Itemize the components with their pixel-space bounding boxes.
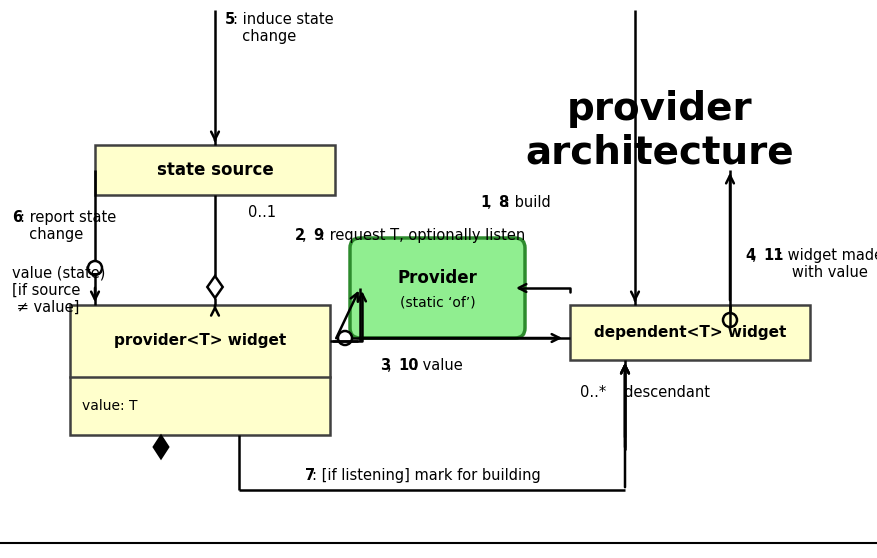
Text: ,: , [302, 228, 311, 243]
Text: ,: , [387, 358, 396, 373]
Text: : build: : build [505, 195, 551, 210]
Text: ,: , [487, 195, 496, 210]
Text: 10: 10 [398, 358, 418, 373]
Text: provider
architecture: provider architecture [525, 90, 795, 172]
Text: 0..1: 0..1 [248, 205, 276, 220]
Text: descendant: descendant [615, 385, 710, 400]
Text: value: T: value: T [82, 399, 138, 413]
Bar [570, 305, 810, 360]
Text: : report state
  change: : report state change [20, 210, 117, 242]
Text: 6: 6 [12, 210, 22, 225]
Text: 9: 9 [313, 228, 323, 243]
Text: Provider: Provider [397, 270, 477, 287]
Text: : induce state
  change: : induce state change [233, 12, 333, 45]
Text: : [if listening] mark for building: : [if listening] mark for building [312, 468, 541, 483]
Bar [70, 305, 330, 435]
Text: dependent<T> widget: dependent<T> widget [594, 325, 786, 340]
Text: 4: 4 [745, 248, 755, 263]
Polygon shape [153, 436, 168, 458]
Bar [95, 145, 335, 195]
Text: 11: 11 [763, 248, 783, 263]
Text: (static ‘of’): (static ‘of’) [400, 295, 475, 309]
Text: ,: , [752, 248, 761, 263]
Text: 1: 1 [480, 195, 490, 210]
Text: 8: 8 [498, 195, 509, 210]
Text: value (state)
[if source
 ≠ value]: value (state) [if source ≠ value] [12, 265, 105, 315]
Text: : request T, optionally listen: : request T, optionally listen [320, 228, 525, 243]
Text: provider<T> widget: provider<T> widget [114, 333, 286, 348]
Text: 7: 7 [305, 468, 315, 483]
Text: 0..*: 0..* [580, 385, 606, 400]
Text: 2: 2 [295, 228, 305, 243]
Text: 5: 5 [225, 12, 235, 27]
Text: : value: : value [413, 358, 463, 373]
Text: : widget made
   with value: : widget made with value [778, 248, 877, 281]
Text: state source: state source [157, 161, 274, 179]
Text: 3: 3 [380, 358, 390, 373]
FancyBboxPatch shape [350, 238, 525, 338]
